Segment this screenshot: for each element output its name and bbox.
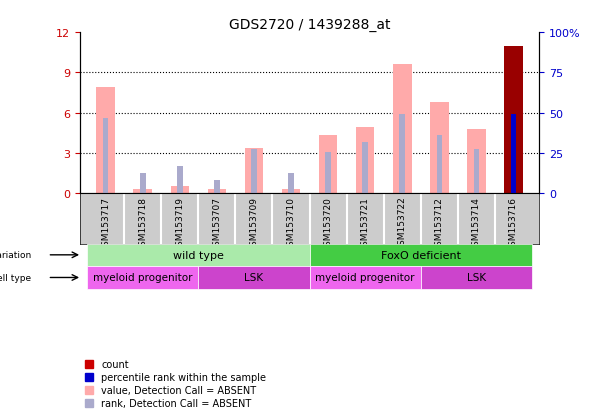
Bar [356,128,375,194]
Bar [177,167,183,194]
Text: FoxO deficient: FoxO deficient [381,250,461,260]
Bar [400,115,405,194]
Bar [430,103,449,194]
Text: cell type: cell type [0,273,31,282]
Bar [504,46,523,194]
Bar [282,190,300,194]
Text: genotype/variation: genotype/variation [0,251,31,260]
Bar [170,187,189,194]
Text: GSM153710: GSM153710 [286,196,295,251]
Bar [134,190,152,194]
Text: GSM153712: GSM153712 [435,196,444,251]
Text: myeloid progenitor: myeloid progenitor [93,273,192,283]
Bar [103,119,109,194]
Bar [245,148,263,194]
Text: LSK: LSK [467,273,486,283]
Bar [288,173,294,194]
Bar [474,150,479,194]
Bar [436,136,442,194]
Text: GSM153717: GSM153717 [101,196,110,251]
Title: GDS2720 / 1439288_at: GDS2720 / 1439288_at [229,18,390,32]
Text: wild type: wild type [173,250,224,260]
Bar [362,143,368,194]
Bar [208,190,226,194]
Bar [310,266,421,289]
Bar [319,136,337,194]
Text: GSM153722: GSM153722 [398,196,407,251]
Text: GSM153719: GSM153719 [175,196,185,251]
Bar [140,173,145,194]
Text: GSM153718: GSM153718 [138,196,147,251]
Bar [511,115,516,194]
Text: GSM153707: GSM153707 [212,196,221,251]
Bar [393,65,411,194]
Bar [326,152,331,194]
Text: GSM153716: GSM153716 [509,196,518,251]
Bar [467,129,485,194]
Text: GSM153709: GSM153709 [249,196,259,251]
Bar [87,266,199,289]
Bar [96,88,115,194]
Bar [421,266,532,289]
Bar [251,150,257,194]
Text: GSM153714: GSM153714 [472,196,481,251]
Bar [214,180,219,194]
Legend: count, percentile rank within the sample, value, Detection Call = ABSENT, rank, : count, percentile rank within the sample… [85,360,266,408]
Text: myeloid progenitor: myeloid progenitor [316,273,415,283]
Text: GSM153720: GSM153720 [324,196,333,251]
Text: GSM153721: GSM153721 [360,196,370,251]
Bar [310,244,532,266]
Bar [199,266,310,289]
Text: LSK: LSK [245,273,264,283]
Bar [87,244,310,266]
